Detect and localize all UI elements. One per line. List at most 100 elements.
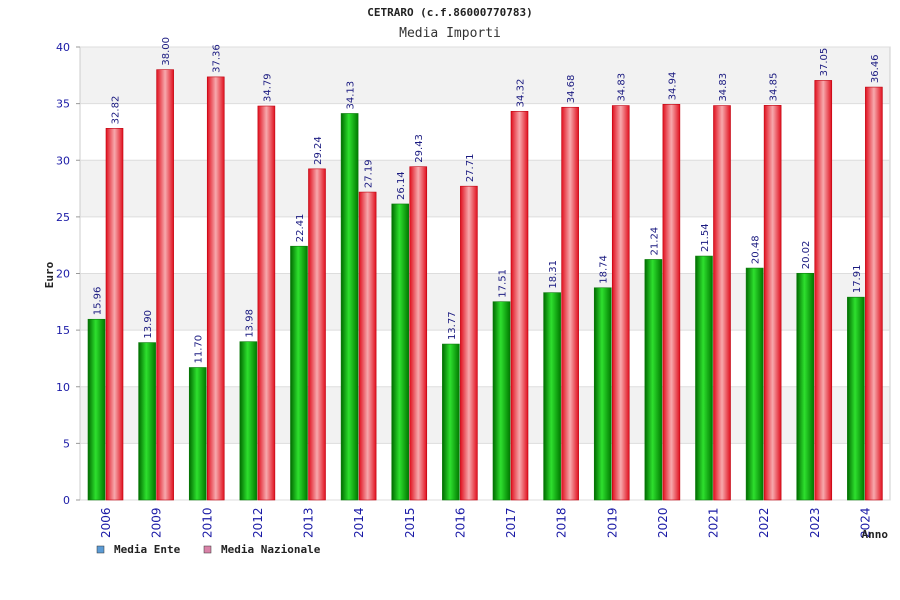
y-tick-label: 20: [56, 268, 70, 281]
bar-media-ente: [492, 301, 511, 501]
x-tick-label: 2013: [302, 507, 316, 538]
bar-media-ente: [290, 245, 308, 501]
y-tick-label: 0: [63, 494, 70, 507]
legend-swatch-media-ente: [96, 545, 105, 554]
data-label: 13.77: [447, 311, 458, 340]
data-label: 29.43: [414, 134, 425, 163]
bar-media-nazionale: [156, 69, 174, 501]
bar-media-nazionale: [814, 80, 833, 501]
x-tick-label: 2020: [656, 507, 670, 538]
x-tick-label: 2015: [403, 507, 417, 538]
bar-media-nazionale: [409, 166, 428, 501]
bar-media-ente: [442, 343, 460, 501]
data-label: 18.74: [599, 255, 610, 284]
bar-media-ente: [340, 113, 359, 501]
data-label: 20.02: [801, 241, 812, 270]
data-label: 27.19: [364, 159, 375, 188]
bar-media-ente: [745, 267, 764, 501]
data-label: 17.51: [498, 269, 509, 298]
data-label: 34.83: [617, 73, 628, 102]
data-label: 21.54: [700, 223, 711, 252]
data-label: 38.00: [161, 37, 172, 66]
y-axis-label: Euro: [43, 261, 56, 288]
bar-media-ente: [543, 292, 561, 501]
x-axis-label: Anno: [862, 528, 889, 541]
data-label: 11.70: [194, 335, 205, 364]
x-tick-label: 2010: [200, 507, 214, 538]
data-label: 36.46: [870, 54, 881, 83]
chart-title: CETRARO (c.f.86000770783): [367, 6, 533, 19]
x-tick-label: 2024: [858, 507, 872, 538]
bar-media-ente: [847, 296, 865, 501]
x-axis-ticks: 2006 2009 2010 2012 2013 2014 2015 2016 2017 2018…: [99, 507, 872, 538]
y-tick-label: 40: [56, 41, 70, 54]
x-tick-label: 2019: [605, 507, 619, 538]
data-label: 34.94: [667, 72, 678, 101]
bar-media-nazionale: [206, 76, 225, 501]
x-tick-label: 2014: [352, 507, 366, 538]
data-labels: 15.96 32.82 13.90 38.00 11.70 37.36 13.98 34.79…: [93, 37, 881, 363]
bar-media-nazionale: [105, 128, 124, 501]
bar-media-nazionale: [308, 168, 326, 501]
bar-media-nazionale: [510, 111, 529, 501]
bar-media-ente: [796, 272, 815, 501]
x-tick-label: 2017: [504, 507, 518, 538]
data-label: 34.83: [718, 73, 729, 102]
data-label: 34.85: [769, 73, 780, 102]
data-label: 34.68: [566, 75, 577, 104]
bar-media-nazionale: [561, 106, 579, 501]
data-label: 34.79: [262, 73, 273, 102]
bar-media-ente: [391, 203, 410, 501]
bar-media-nazionale: [611, 105, 630, 501]
data-label: 18.31: [548, 260, 559, 289]
data-label: 22.41: [295, 214, 306, 243]
data-label: 21.24: [649, 227, 660, 256]
data-label: 15.96: [93, 287, 104, 316]
data-label: 20.48: [751, 235, 762, 264]
bar-media-nazionale: [713, 105, 731, 501]
bar-media-nazionale: [358, 191, 377, 501]
y-tick-label: 30: [56, 154, 70, 167]
data-label: 27.71: [465, 154, 476, 183]
x-tick-label: 2012: [251, 507, 265, 538]
bar-media-nazionale: [763, 105, 782, 501]
bar-media-nazionale: [662, 104, 681, 501]
bar-media-nazionale: [865, 86, 883, 501]
bar-media-ente: [87, 318, 106, 501]
data-label: 29.24: [313, 136, 324, 165]
x-tick-label: 2016: [453, 507, 467, 538]
bar-media-ente: [593, 287, 612, 501]
bar-media-ente: [695, 255, 713, 501]
legend-label-media-nazionale: Media Nazionale: [221, 543, 321, 556]
y-tick-label: 15: [56, 324, 70, 337]
x-tick-label: 2021: [707, 507, 721, 538]
x-tick-label: 2022: [757, 507, 771, 538]
y-axis-ticks: 0 5 10 15 20 25 30 35 40: [56, 41, 80, 507]
data-label: 34.32: [516, 79, 527, 108]
y-tick-label: 5: [63, 437, 70, 450]
data-label: 17.91: [852, 265, 863, 294]
data-label: 13.90: [143, 310, 154, 339]
data-label: 37.36: [212, 44, 223, 73]
legend: Media Ente Media Nazionale: [96, 543, 321, 556]
data-label: 13.98: [244, 309, 255, 338]
bar-media-nazionale: [460, 185, 478, 501]
bar-media-nazionale: [257, 105, 276, 501]
chart-subtitle: Media Importi: [399, 26, 501, 41]
bar-media-ente: [644, 259, 663, 501]
x-tick-label: 2009: [150, 507, 164, 538]
y-tick-label: 35: [56, 98, 70, 111]
bars: [87, 69, 883, 501]
legend-swatch-media-nazionale: [203, 545, 212, 554]
data-label: 34.13: [346, 81, 357, 110]
x-tick-label: 2018: [555, 507, 569, 538]
data-label: 37.05: [819, 48, 830, 77]
y-tick-label: 25: [56, 211, 70, 224]
x-tick-label: 2023: [808, 507, 822, 538]
legend-label-media-ente: Media Ente: [114, 543, 181, 556]
data-label: 26.14: [396, 171, 407, 200]
bar-media-ente: [188, 367, 207, 501]
y-tick-label: 10: [56, 381, 70, 394]
bar-media-ente: [138, 342, 156, 501]
